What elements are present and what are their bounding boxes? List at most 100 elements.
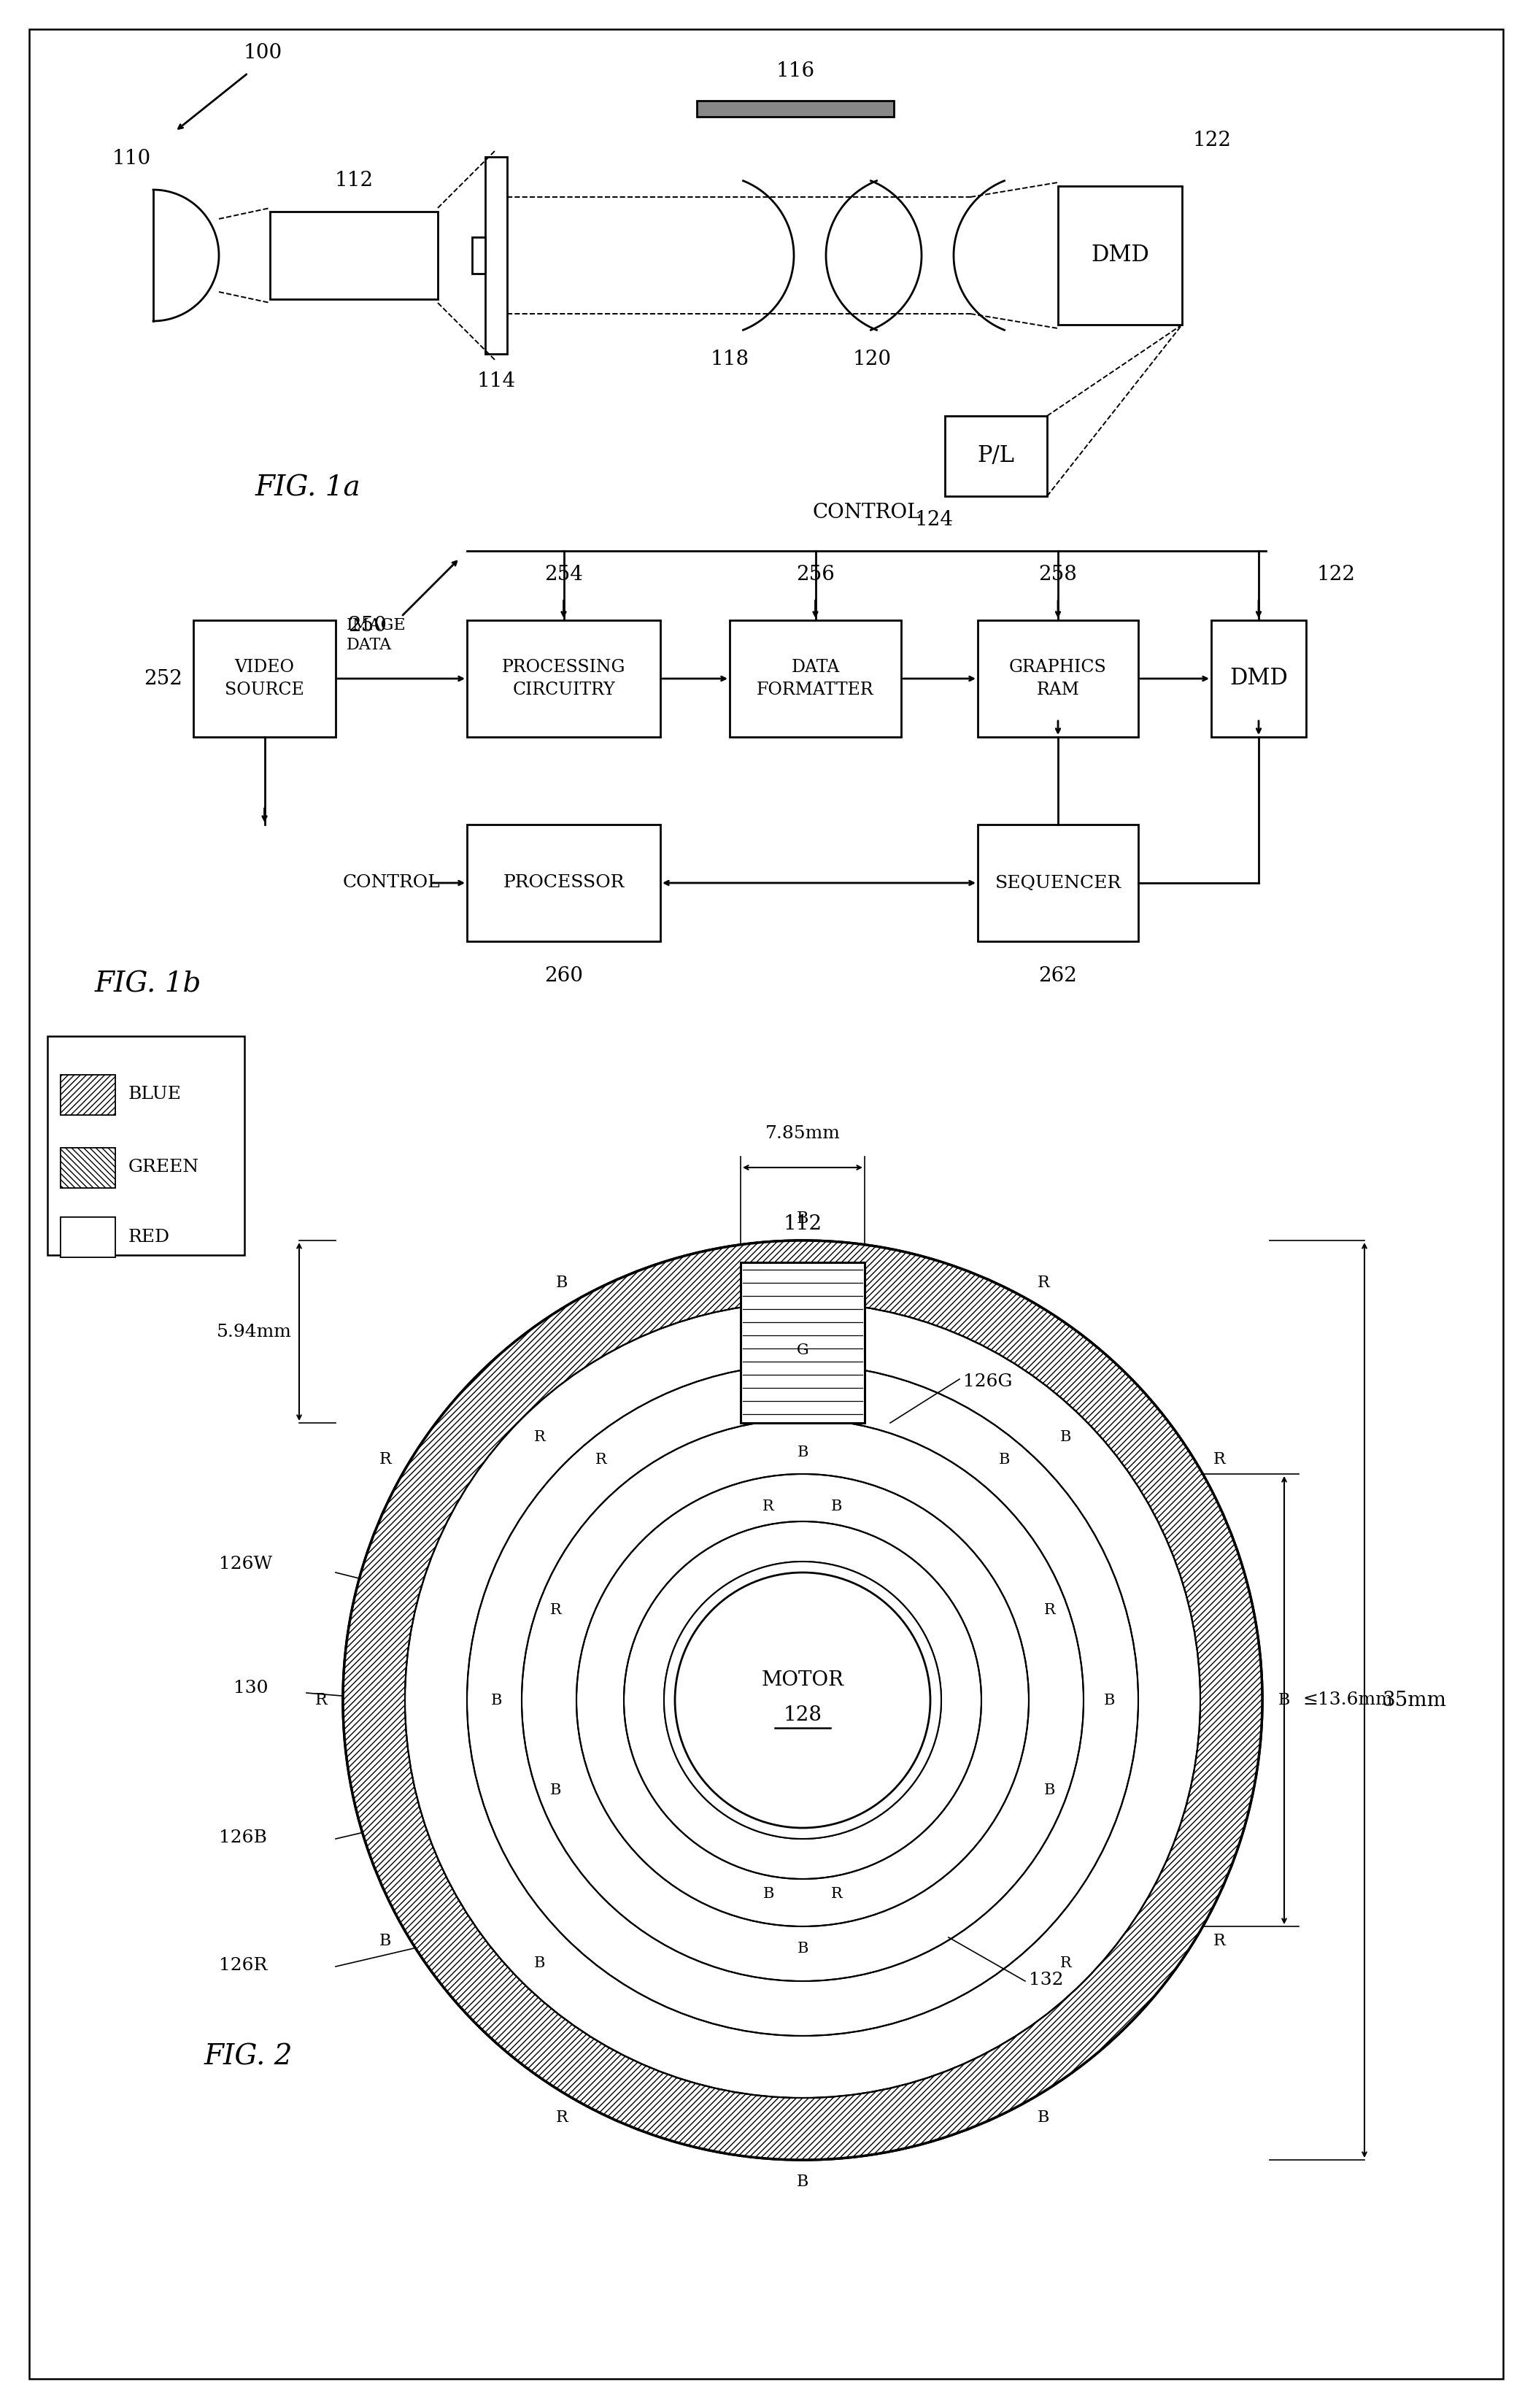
Text: 130: 130 <box>233 1681 268 1698</box>
Bar <box>978 621 1139 737</box>
Text: ≤13.6mm: ≤13.6mm <box>1303 1693 1392 1710</box>
Text: 118: 118 <box>710 349 750 368</box>
Ellipse shape <box>343 1240 1262 2160</box>
Text: 120: 120 <box>852 349 891 368</box>
Text: 128: 128 <box>783 1705 822 1724</box>
Ellipse shape <box>468 1365 1139 2035</box>
Ellipse shape <box>405 1303 1200 2097</box>
Text: 126W: 126W <box>219 1556 273 1572</box>
Bar <box>61 1149 115 1187</box>
Ellipse shape <box>664 1560 941 1840</box>
Text: B: B <box>533 1955 546 1970</box>
Text: 112: 112 <box>783 1214 822 1233</box>
Text: VIDEO
SOURCE: VIDEO SOURCE <box>225 660 304 698</box>
Text: 254: 254 <box>544 566 583 585</box>
Text: 252: 252 <box>144 669 182 689</box>
Bar <box>48 1035 244 1255</box>
Ellipse shape <box>521 1418 1084 1982</box>
Text: B: B <box>797 1941 808 1955</box>
Text: GREEN: GREEN <box>129 1158 199 1175</box>
Ellipse shape <box>521 1418 1084 1982</box>
Text: B: B <box>797 1445 808 1459</box>
Bar <box>1211 621 1306 737</box>
Text: RED: RED <box>129 1228 170 1245</box>
Text: B: B <box>831 1500 843 1512</box>
Text: R: R <box>831 1888 843 1902</box>
Text: R: R <box>1038 1276 1050 1291</box>
Text: MOTOR: MOTOR <box>762 1669 843 1690</box>
Text: B: B <box>1038 2109 1050 2126</box>
Text: CONTROL: CONTROL <box>343 874 440 891</box>
Text: R: R <box>556 2109 567 2126</box>
Bar <box>944 417 1047 496</box>
Bar <box>698 101 894 116</box>
Bar <box>61 1149 115 1187</box>
Text: R: R <box>533 1430 546 1445</box>
Text: B: B <box>797 1211 808 1226</box>
Text: B: B <box>556 1276 567 1291</box>
Bar <box>730 621 901 737</box>
Text: 114: 114 <box>477 371 515 390</box>
Text: 258: 258 <box>1039 566 1078 585</box>
Ellipse shape <box>624 1522 981 1878</box>
Text: P/L: P/L <box>978 445 1015 467</box>
Text: 112: 112 <box>334 171 373 190</box>
Bar <box>193 621 336 737</box>
Ellipse shape <box>468 1365 1139 2035</box>
Text: GRAPHICS
RAM: GRAPHICS RAM <box>1009 660 1107 698</box>
Bar <box>740 1262 865 1423</box>
Text: 126G: 126G <box>963 1373 1012 1389</box>
Ellipse shape <box>405 1303 1200 2097</box>
Text: R: R <box>380 1452 391 1466</box>
Text: B: B <box>1061 1430 1072 1445</box>
Text: 256: 256 <box>796 566 834 585</box>
Text: 122: 122 <box>1193 130 1231 149</box>
Text: 7.85mm: 7.85mm <box>765 1125 840 1141</box>
Text: 260: 260 <box>544 966 583 985</box>
Text: B: B <box>763 1888 774 1902</box>
Text: R: R <box>762 1500 774 1512</box>
Text: 100: 100 <box>244 43 282 63</box>
Bar <box>61 1074 115 1115</box>
Text: 124: 124 <box>915 510 954 530</box>
Text: PROCESSING
CIRCUITRY: PROCESSING CIRCUITRY <box>501 660 625 698</box>
Text: FIG. 1a: FIG. 1a <box>256 474 360 501</box>
Ellipse shape <box>675 1572 931 1828</box>
Text: 126B: 126B <box>219 1830 267 1847</box>
Bar <box>270 212 438 299</box>
Bar <box>61 1216 115 1257</box>
Text: 122: 122 <box>1317 566 1355 585</box>
Text: B: B <box>491 1693 501 1707</box>
Bar <box>468 824 661 942</box>
Ellipse shape <box>576 1474 1029 1926</box>
Text: B: B <box>550 1782 561 1796</box>
Text: FIG. 1b: FIG. 1b <box>95 970 202 999</box>
Text: CONTROL: CONTROL <box>812 503 921 523</box>
Text: BLUE: BLUE <box>129 1086 181 1103</box>
Bar <box>61 1216 115 1257</box>
Text: 250: 250 <box>348 616 386 636</box>
Text: R: R <box>314 1693 327 1707</box>
Text: R: R <box>1214 1934 1226 1948</box>
Text: FIG. 2: FIG. 2 <box>204 2044 293 2071</box>
Bar <box>61 1074 115 1115</box>
Text: DMD: DMD <box>1229 667 1288 691</box>
Text: R: R <box>595 1452 607 1466</box>
Text: 262: 262 <box>1039 966 1078 985</box>
Text: 116: 116 <box>776 60 814 82</box>
Bar <box>978 824 1139 942</box>
Bar <box>486 157 507 354</box>
Text: DATA
FORMATTER: DATA FORMATTER <box>757 660 874 698</box>
Bar <box>472 236 486 275</box>
Text: DMD: DMD <box>1091 243 1150 267</box>
Text: 110: 110 <box>112 149 150 169</box>
Text: IMAGE
DATA: IMAGE DATA <box>346 616 406 653</box>
Ellipse shape <box>576 1474 1029 1926</box>
Text: PROCESSOR: PROCESSOR <box>503 874 624 891</box>
Bar <box>1058 185 1182 325</box>
Text: B: B <box>1279 1693 1291 1707</box>
Text: SEQUENCER: SEQUENCER <box>995 874 1121 891</box>
Ellipse shape <box>343 1240 1262 2160</box>
Text: R: R <box>1214 1452 1226 1466</box>
Text: 132: 132 <box>1029 1972 1064 1989</box>
